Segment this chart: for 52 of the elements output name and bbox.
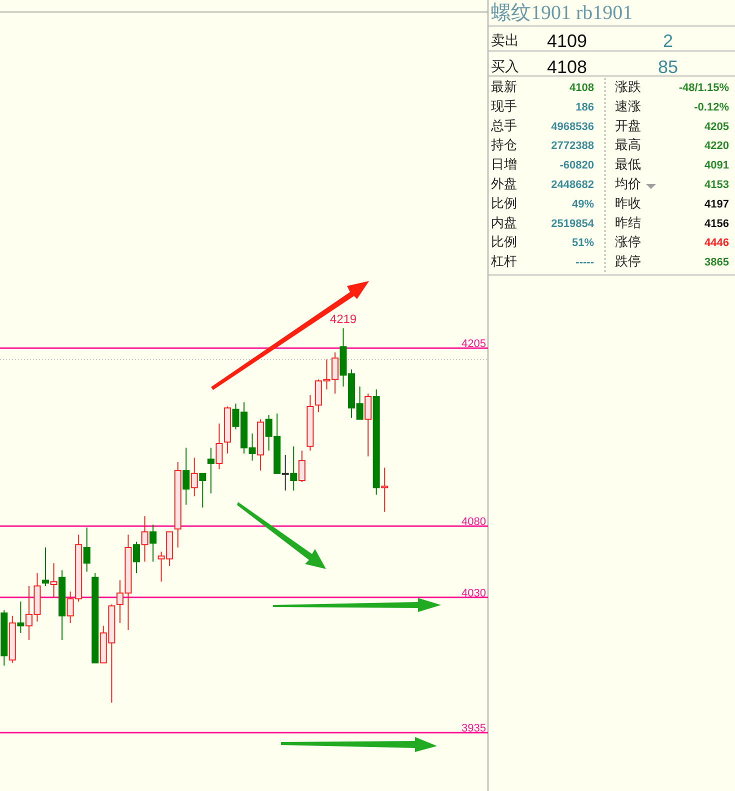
text: 2448682 [551, 179, 594, 191]
text: 最高 [615, 137, 641, 152]
text: 昨收 [615, 195, 641, 210]
y-tick-label: 4205 [462, 338, 486, 350]
text: 4968536 [551, 120, 594, 133]
text: 日增 [491, 156, 517, 172]
text: -60820 [560, 160, 594, 172]
text: 2 [662, 31, 674, 51]
text: 外盘 [491, 176, 517, 191]
text: 昨结 [615, 214, 641, 230]
text: 跌停 [615, 254, 641, 269]
text: 持仓 [491, 137, 517, 152]
text: 4205 [704, 120, 729, 133]
text: 螺纹1901 rb1901 [491, 2, 633, 24]
text: 3865 [704, 256, 729, 269]
text: 4091 [704, 160, 729, 172]
text: 开盘 [615, 118, 641, 133]
text: 速涨 [615, 98, 641, 114]
text: 最低 [615, 156, 641, 172]
text: 4153 [704, 179, 729, 191]
text: 比例 [491, 234, 517, 250]
text: 51% [572, 237, 594, 250]
text: 杠杆 [490, 254, 517, 269]
text: 4446 [704, 237, 729, 250]
text: 总手 [490, 118, 517, 133]
text: 2519854 [551, 218, 595, 230]
text: 186 [576, 101, 594, 114]
text: 卖出 [491, 32, 519, 48]
text: 比例 [491, 195, 517, 210]
y-tick-label: 4030 [462, 587, 486, 600]
annotation: 4219 [330, 312, 357, 326]
text: 现手 [491, 98, 517, 114]
text: 涨跌 [615, 79, 641, 94]
text: 4109 [546, 31, 588, 51]
text: 4197 [704, 198, 729, 210]
y-tick-label: 4080 [462, 516, 486, 528]
text: 涨停 [615, 234, 641, 250]
y-tick-label: 3935 [462, 722, 486, 735]
text: 最新 [491, 79, 517, 94]
text: -0.12% [694, 101, 730, 114]
text: ----- [576, 256, 594, 269]
text: 买入 [491, 58, 519, 74]
text: 4156 [704, 218, 729, 230]
text: 4220 [704, 140, 729, 152]
text: -48/1.15% [678, 82, 730, 94]
text: 49% [572, 198, 594, 210]
text: 均价 [614, 176, 641, 191]
text: 内盘 [491, 214, 517, 230]
text: 85 [658, 57, 678, 77]
text: 4108 [570, 82, 594, 94]
text: 2772388 [551, 140, 594, 152]
text: 4108 [546, 57, 588, 77]
